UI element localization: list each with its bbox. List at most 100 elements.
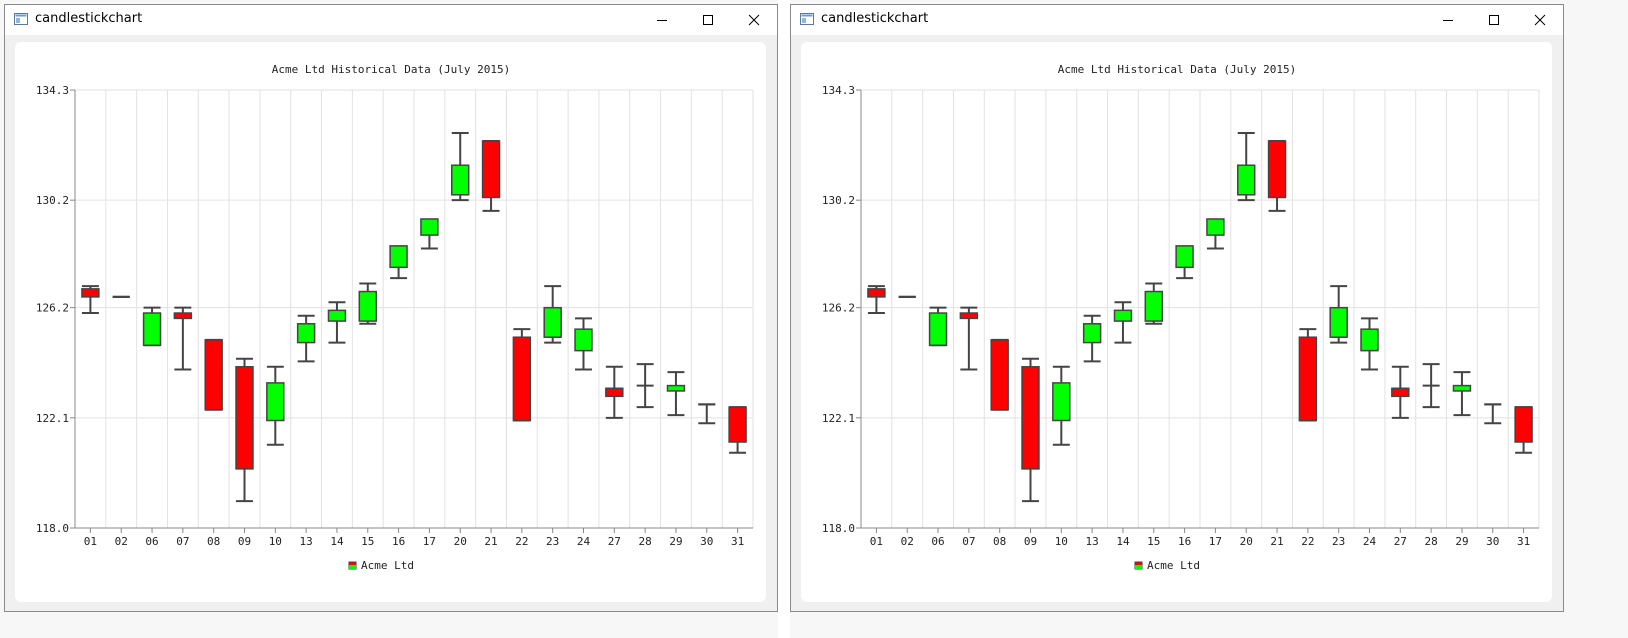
x-tick-label: 10 — [269, 535, 282, 548]
candle-body — [1452, 384, 1472, 392]
candle-body — [266, 382, 285, 422]
x-tick-label: 31 — [731, 535, 744, 548]
x-tick-label: 01 — [870, 535, 883, 548]
x-tick-label: 29 — [1455, 535, 1468, 548]
maximize-icon — [1489, 15, 1499, 25]
x-tick-label: 23 — [1332, 535, 1345, 548]
x-tick-label: 28 — [639, 535, 652, 548]
x-tick-label: 08 — [993, 535, 1006, 548]
legend-label: Acme Ltd — [361, 559, 414, 572]
chart-window-right[interactable]: candlestickchart Acme Ltd Historical Dat… — [790, 4, 1564, 612]
candle-body — [142, 312, 162, 347]
minimize-icon — [657, 20, 667, 21]
candle-body — [928, 312, 948, 347]
x-tick-label: 13 — [300, 535, 313, 548]
y-tick-label: 130.2 — [36, 194, 69, 207]
x-tick-label: 31 — [1517, 535, 1530, 548]
x-tick-label: 01 — [84, 535, 97, 548]
x-tick-label: 24 — [1363, 535, 1377, 548]
app-icon — [14, 13, 28, 25]
close-icon — [748, 14, 760, 26]
candle-body — [235, 366, 254, 470]
candle-body — [574, 328, 593, 352]
x-tick-label: 07 — [176, 535, 189, 548]
candle-body — [1175, 245, 1194, 269]
maximize-button[interactable] — [685, 5, 731, 35]
candle-body — [173, 312, 193, 320]
candle-body — [666, 384, 686, 392]
candle-body — [1052, 382, 1071, 422]
x-tick-label: 27 — [608, 535, 621, 548]
y-tick-label: 130.2 — [822, 194, 855, 207]
candle-body — [1144, 290, 1163, 322]
candle-body — [1082, 323, 1102, 344]
x-tick-label: 22 — [1301, 535, 1314, 548]
y-tick-label: 118.0 — [36, 522, 69, 535]
x-tick-label: 17 — [423, 535, 436, 548]
y-tick-label: 126.2 — [36, 302, 69, 315]
candle-body — [1113, 309, 1133, 322]
candle-body — [1206, 218, 1225, 236]
x-tick-label: 16 — [1178, 535, 1191, 548]
y-tick-label: 122.1 — [36, 412, 69, 425]
x-tick-label: 17 — [1209, 535, 1222, 548]
candle-body — [389, 245, 408, 269]
x-tick-label: 13 — [1086, 535, 1099, 548]
y-tick-label: 126.2 — [822, 302, 855, 315]
candle-body — [481, 140, 501, 199]
candle-body — [204, 339, 223, 411]
chart-title: Acme Ltd Historical Data (July 2015) — [272, 63, 510, 76]
chart-panel: Acme Ltd Historical Data (July 2015) 134… — [801, 42, 1552, 602]
x-tick-label: 30 — [700, 535, 713, 548]
candle-body — [420, 218, 439, 236]
x-tick-label: 21 — [1270, 535, 1283, 548]
x-tick-label: 28 — [1425, 535, 1438, 548]
title-bar[interactable]: candlestickchart — [791, 5, 1563, 35]
minimize-button[interactable] — [1425, 5, 1471, 35]
x-tick-label: 15 — [1147, 535, 1160, 548]
candle-body — [1360, 328, 1379, 352]
app-icon — [800, 13, 814, 25]
x-tick-label: 02 — [901, 535, 914, 548]
candle-body — [990, 339, 1009, 411]
candlestick-chart: Acme Ltd Historical Data (July 2015) 134… — [822, 63, 1540, 572]
close-button[interactable] — [731, 5, 777, 35]
x-tick-label: 24 — [577, 535, 591, 548]
maximize-icon — [703, 15, 713, 25]
candle-body — [543, 306, 562, 338]
candlestick-chart: Acme Ltd Historical Data (July 2015) 134… — [36, 63, 754, 572]
x-tick-label: 30 — [1486, 535, 1499, 548]
maximize-button[interactable] — [1471, 5, 1517, 35]
x-tick-label: 16 — [392, 535, 405, 548]
candle-body — [728, 406, 747, 443]
candle-body — [81, 288, 100, 298]
candle-body — [1298, 336, 1318, 422]
x-tick-label: 20 — [454, 535, 467, 548]
window-title: candlestickchart — [821, 11, 929, 26]
title-bar[interactable]: candlestickchart — [5, 5, 777, 35]
candle-body — [296, 323, 316, 344]
candle-body — [605, 387, 624, 398]
x-tick-label: 20 — [1240, 535, 1253, 548]
x-tick-label: 22 — [515, 535, 528, 548]
y-tick-label: 134.3 — [36, 84, 69, 97]
x-tick-label: 07 — [962, 535, 975, 548]
candle-body — [1021, 366, 1040, 470]
candle-body — [1237, 164, 1256, 196]
minimize-icon — [1443, 20, 1453, 21]
x-tick-label: 10 — [1055, 535, 1068, 548]
chart-panel: Acme Ltd Historical Data (July 2015) 134… — [15, 42, 766, 602]
x-tick-label: 27 — [1394, 535, 1407, 548]
x-tick-label: 06 — [145, 535, 158, 548]
close-button[interactable] — [1517, 5, 1563, 35]
chart-window-left[interactable]: candlestickchart Acme Ltd Historical Dat… — [4, 4, 778, 612]
candle-body — [1391, 387, 1410, 398]
y-tick-label: 118.0 — [822, 522, 855, 535]
minimize-button[interactable] — [639, 5, 685, 35]
close-icon — [1534, 14, 1546, 26]
x-tick-label: 09 — [1024, 535, 1037, 548]
x-tick-label: 14 — [330, 535, 344, 548]
desktop-gap — [778, 0, 790, 638]
candle-body — [512, 336, 532, 422]
x-tick-label: 21 — [484, 535, 497, 548]
